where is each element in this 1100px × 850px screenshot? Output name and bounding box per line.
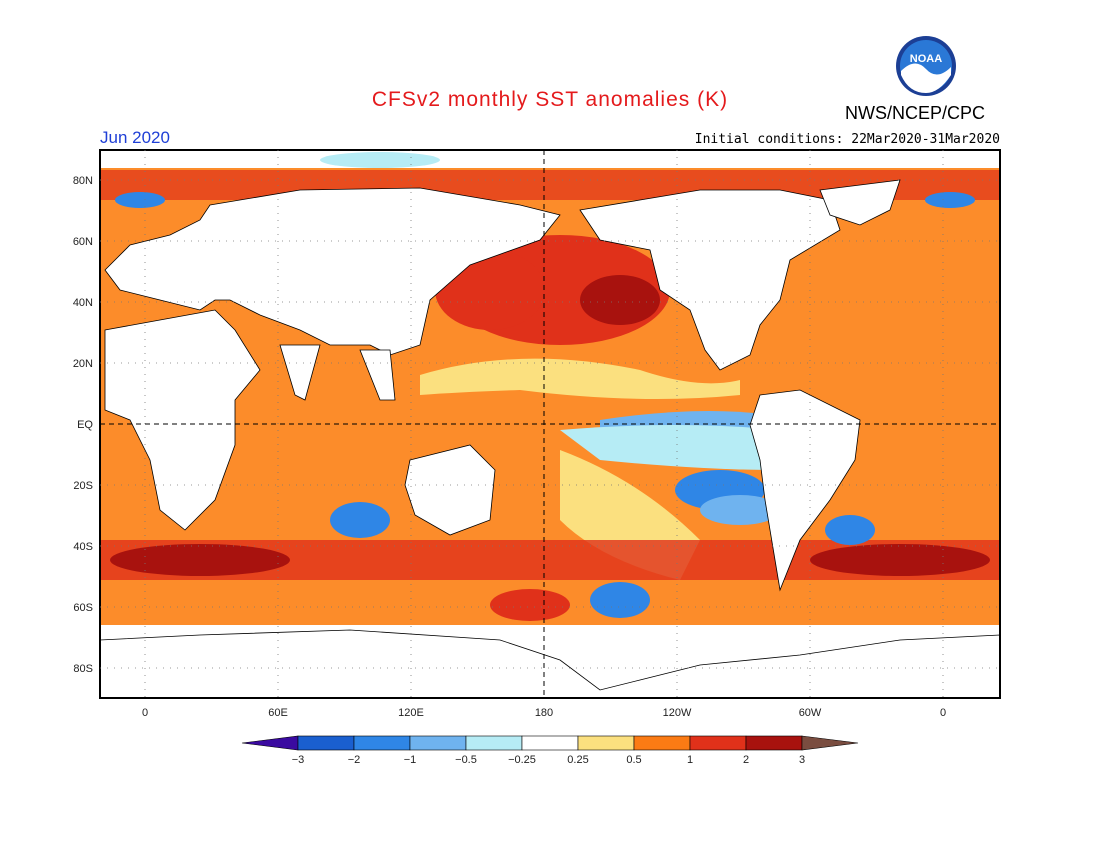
reference-lines [100, 150, 1000, 698]
lon-label: 0 [142, 707, 148, 719]
colorbar-label: 0.5 [626, 754, 641, 766]
colorbar-segment [577, 735, 635, 751]
lat-label: 80N [73, 175, 93, 187]
lat-label: 40N [73, 297, 93, 309]
map-title: CFSv2 monthly SST anomalies (K) [371, 88, 729, 111]
lon-label: 60W [799, 707, 822, 719]
colorbar-label: 3 [799, 754, 805, 766]
colorbar-segment [801, 735, 859, 751]
valid-month-label: Jun 2020 [100, 128, 170, 147]
lat-label: 80S [73, 663, 93, 675]
lat-label: 60N [73, 236, 93, 248]
colorbar-segment [465, 735, 523, 751]
lon-label: 120E [398, 707, 424, 719]
colorbar-label: −0.25 [508, 754, 536, 766]
colorbar-segment [241, 735, 299, 751]
lat-label: 60S [73, 602, 93, 614]
colorbar-label: −0.5 [455, 754, 477, 766]
lat-label: 20N [73, 358, 93, 370]
lon-label: 0 [940, 707, 946, 719]
colorbar-segment [409, 735, 467, 751]
lat-label: 20S [73, 480, 93, 492]
sst-anomaly-field [100, 150, 1000, 698]
longitude-labels: 0 60E 120E 180 120W 60W 0 [142, 707, 946, 719]
colorbar-segment [297, 735, 355, 751]
lon-label: 180 [535, 707, 553, 719]
noaa-logo-icon: NOAA [896, 36, 956, 96]
colorbar-label: −2 [348, 754, 361, 766]
colorbar-label: −1 [404, 754, 417, 766]
colorbar-segment [633, 735, 691, 751]
colorbar-segment [689, 735, 747, 751]
colorbar-label: 2 [743, 754, 749, 766]
lat-label: 40S [73, 541, 93, 553]
colorbar-segment [353, 735, 411, 751]
initial-conditions-label: Initial conditions: 22Mar2020-31Mar2020 [694, 132, 1000, 147]
colorbar-segment [521, 735, 579, 751]
logo-text: NOAA [910, 53, 942, 65]
colorbar: −3 −2 −1 −0.5 −0.25 0.25 0.5 1 2 3 [241, 735, 859, 766]
colorbar-segment [745, 735, 803, 751]
colorbar-label: 1 [687, 754, 693, 766]
organization-label: NWS/NCEP/CPC [845, 103, 986, 123]
lon-label: 120W [663, 707, 692, 719]
latitude-labels: 80N 60N 40N 20N EQ 20S 40S 60S 80S [73, 175, 94, 675]
colorbar-label: 0.25 [567, 754, 588, 766]
lat-label: EQ [77, 419, 93, 431]
lon-label: 60E [268, 707, 288, 719]
colorbar-label: −3 [292, 754, 305, 766]
